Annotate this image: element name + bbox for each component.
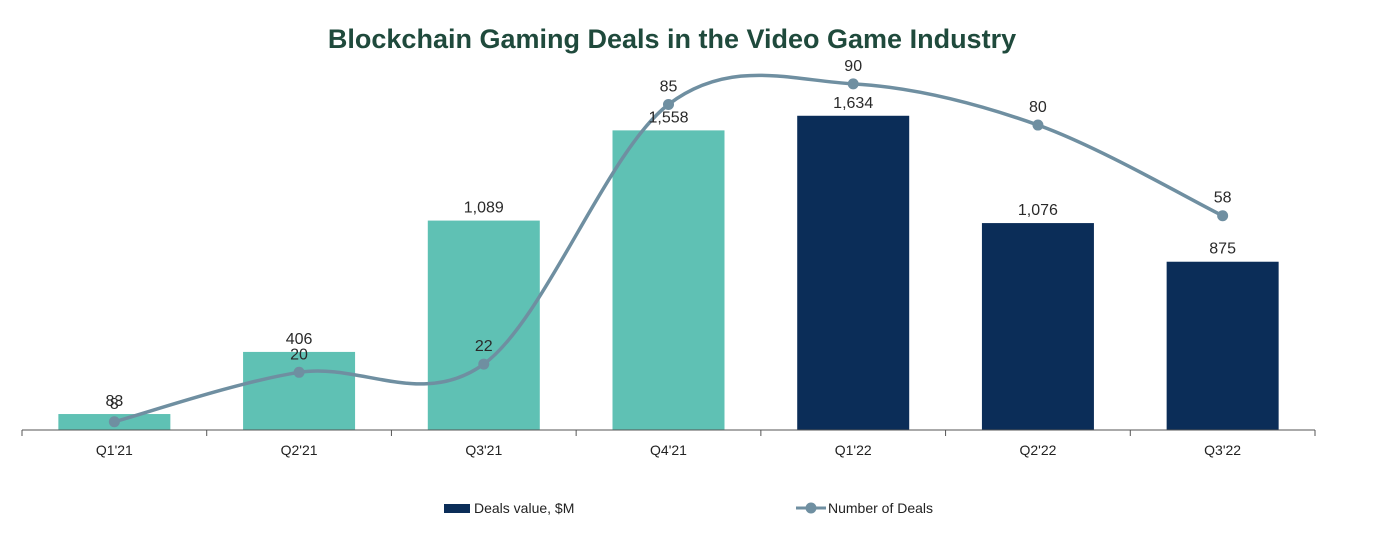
bar-value-label: 875 xyxy=(1209,241,1236,258)
line-value-label: 20 xyxy=(290,346,308,363)
data-labels: 83 406 1,089 1,558 1,634 1,076 875 8 20 22 85 90 80 5… xyxy=(105,58,1236,413)
chart-title: Blockchain Gaming Deals in the Video Gam… xyxy=(328,24,1016,54)
bar-4 xyxy=(612,130,725,430)
line-value-label: 58 xyxy=(1214,190,1232,207)
bar-value-label: 1,076 xyxy=(1018,202,1058,219)
bar-2 xyxy=(243,351,356,430)
line-layer xyxy=(108,73,1229,428)
bar-value-label: 1,558 xyxy=(648,109,688,126)
x-ticks: Q1'21 Q2'21 Q3'21 Q4'21 Q1'22 Q2'22 Q3'22 xyxy=(21,430,1316,458)
x-tick-label: Q4'21 xyxy=(650,442,687,458)
line-point-1 xyxy=(108,416,120,428)
bar-6 xyxy=(981,223,1094,430)
legend: Deals value, $M Number of Deals xyxy=(444,500,933,516)
line-point-4 xyxy=(663,98,674,110)
x-tick-label: Q2'21 xyxy=(281,442,318,458)
x-tick-label: Q2'22 xyxy=(1019,442,1056,458)
legend-label-number-of-deals: Number of Deals xyxy=(828,500,933,516)
bar-5 xyxy=(797,115,910,431)
x-tick-label: Q3'22 xyxy=(1204,442,1241,458)
line-point-7 xyxy=(1217,210,1229,222)
x-tick-label: Q3'21 xyxy=(465,442,502,458)
bars-layer xyxy=(58,115,1279,431)
bar-3 xyxy=(427,220,540,430)
line-point-3 xyxy=(478,358,490,370)
line-value-label: 22 xyxy=(475,338,493,355)
bar-value-label: 1,089 xyxy=(464,200,504,217)
bar-7 xyxy=(1166,261,1279,430)
line-point-5 xyxy=(847,78,859,90)
legend-label-deals-value: Deals value, $M xyxy=(474,500,574,516)
x-tick-label: Q1'21 xyxy=(96,442,133,458)
bar-value-label: 83 xyxy=(105,393,123,410)
line-point-6 xyxy=(1032,119,1044,131)
bar-value-label: 406 xyxy=(286,331,313,348)
legend-marker-number-of-deals-dot xyxy=(805,502,817,514)
bar-value-label: 1,634 xyxy=(833,95,873,112)
line-value-label: 8 xyxy=(110,396,119,413)
line-point-2 xyxy=(293,366,305,378)
legend-marker-deals-value xyxy=(444,504,470,513)
x-tick-label: Q1'22 xyxy=(835,442,872,458)
line-value-label: 80 xyxy=(1029,99,1047,116)
line-value-label: 85 xyxy=(660,78,678,95)
line-value-label: 90 xyxy=(844,58,862,75)
